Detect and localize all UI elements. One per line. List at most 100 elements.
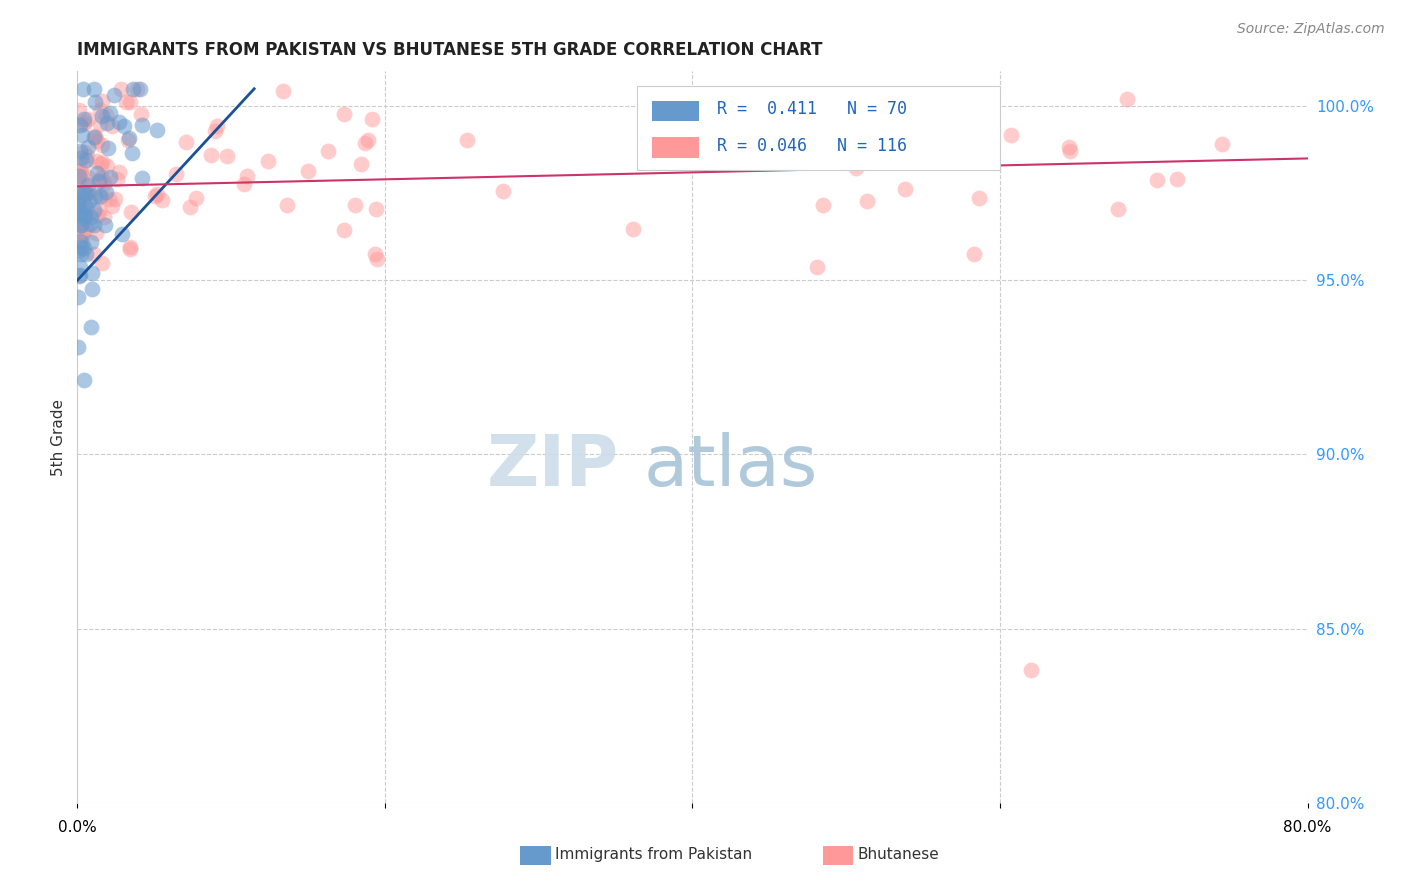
Point	[894, 182, 917, 196]
Point	[806, 260, 828, 274]
Point	[112, 119, 135, 133]
Point	[67, 186, 90, 200]
Point	[98, 169, 121, 184]
Point	[70, 128, 93, 142]
Point	[129, 107, 152, 121]
Point	[83, 202, 105, 217]
Point	[366, 252, 388, 266]
Point	[70, 218, 93, 232]
Point	[1107, 202, 1129, 216]
Point	[72, 227, 94, 241]
Point	[72, 211, 94, 226]
Point	[108, 115, 131, 129]
Point	[120, 95, 142, 110]
Point	[67, 103, 90, 118]
Point	[69, 162, 91, 177]
Point	[354, 136, 377, 150]
Point	[200, 148, 222, 162]
Point	[1116, 92, 1139, 106]
Point	[70, 219, 93, 233]
Point	[66, 290, 89, 304]
Text: ZIP: ZIP	[486, 432, 619, 500]
Point	[73, 209, 96, 223]
Point	[143, 189, 166, 203]
Point	[91, 137, 114, 152]
Point	[93, 210, 115, 224]
Point	[179, 200, 201, 214]
Text: R =  0.411   N = 70: R = 0.411 N = 70	[717, 101, 907, 119]
Point	[66, 226, 89, 240]
Point	[1146, 172, 1168, 186]
Point	[357, 132, 380, 146]
Point	[121, 146, 143, 161]
Point	[89, 117, 111, 131]
Text: 0.0%: 0.0%	[58, 821, 97, 835]
Point	[118, 131, 141, 145]
Text: 80.0%: 80.0%	[1284, 821, 1331, 835]
Point	[91, 94, 114, 108]
Point	[70, 227, 93, 242]
Point	[67, 202, 90, 216]
Point	[77, 112, 100, 127]
Point	[70, 207, 93, 221]
Point	[104, 192, 127, 206]
Point	[83, 82, 105, 96]
Point	[77, 194, 100, 208]
Point	[845, 161, 868, 176]
Point	[75, 153, 97, 168]
Point	[73, 207, 96, 221]
Point	[364, 247, 387, 261]
Point	[492, 184, 515, 198]
Point	[350, 157, 373, 171]
Point	[110, 82, 132, 96]
Point	[70, 240, 93, 254]
Point	[79, 217, 101, 231]
Point	[76, 186, 98, 201]
Point	[205, 119, 228, 133]
Point	[73, 145, 96, 160]
Text: Immigrants from Pakistan: Immigrants from Pakistan	[555, 847, 752, 862]
Point	[72, 82, 94, 96]
Point	[120, 204, 142, 219]
Point	[69, 182, 91, 196]
Point	[96, 159, 118, 173]
Point	[76, 186, 98, 200]
Point	[79, 319, 101, 334]
Point	[333, 223, 356, 237]
Point	[128, 82, 150, 96]
Point	[83, 219, 105, 233]
Point	[93, 174, 115, 188]
Point	[94, 108, 117, 122]
Point	[73, 199, 96, 213]
Point	[101, 120, 124, 134]
Point	[67, 169, 90, 183]
Point	[621, 222, 644, 236]
Point	[70, 211, 93, 226]
Point	[67, 165, 90, 179]
Point	[316, 144, 339, 158]
Bar	[652, 137, 699, 158]
Point	[67, 340, 90, 354]
Point	[456, 133, 478, 147]
Point	[89, 103, 111, 117]
Point	[184, 191, 207, 205]
Point	[332, 107, 354, 121]
Point	[101, 199, 124, 213]
Point	[343, 198, 366, 212]
Point	[80, 235, 103, 249]
Point	[96, 116, 118, 130]
Point	[89, 172, 111, 186]
Point	[80, 266, 103, 280]
FancyBboxPatch shape	[637, 86, 1000, 170]
Point	[174, 136, 197, 150]
Point	[90, 189, 112, 203]
Point	[66, 173, 89, 187]
Point	[1211, 136, 1233, 151]
Point	[1019, 664, 1042, 678]
Point	[1000, 128, 1022, 142]
Point	[69, 191, 91, 205]
Point	[69, 247, 91, 261]
Point	[105, 171, 128, 186]
Point	[678, 122, 700, 136]
Point	[813, 198, 835, 212]
